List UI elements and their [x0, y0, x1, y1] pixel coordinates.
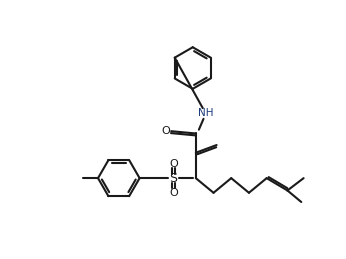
Text: NH: NH	[198, 109, 213, 118]
Text: O: O	[169, 159, 178, 169]
Text: O: O	[169, 188, 178, 198]
Text: S: S	[170, 172, 177, 185]
Text: O: O	[161, 126, 170, 136]
